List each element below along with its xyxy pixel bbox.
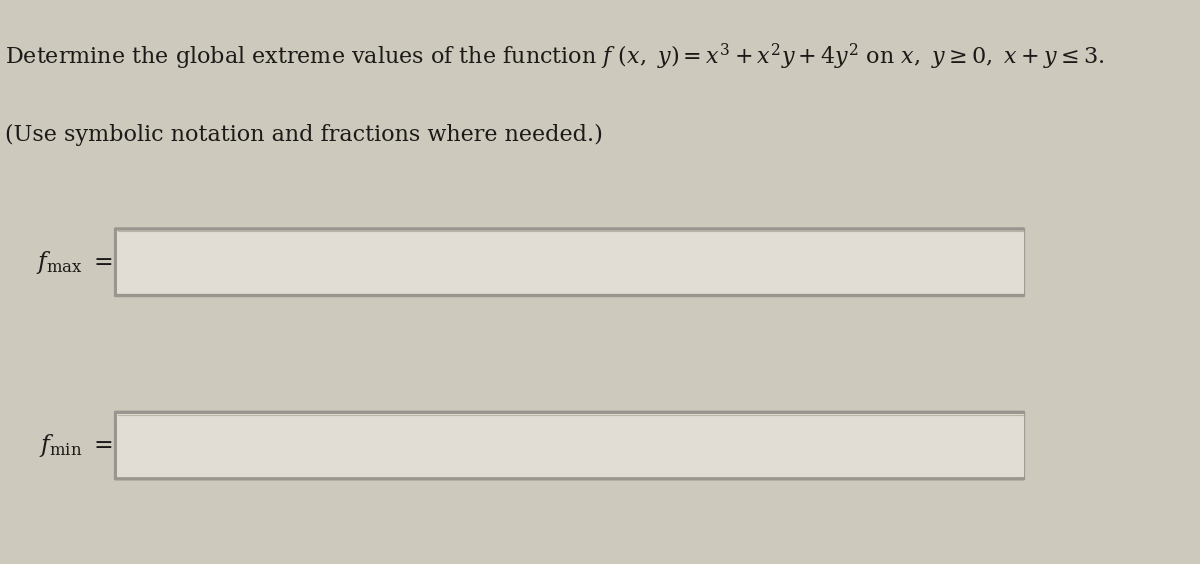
FancyBboxPatch shape	[116, 414, 1024, 477]
Text: (Use symbolic notation and fractions where needed.): (Use symbolic notation and fractions whe…	[5, 124, 604, 146]
FancyBboxPatch shape	[114, 227, 1025, 297]
Text: $f_{\rm max}$ $=$: $f_{\rm max}$ $=$	[36, 249, 113, 276]
FancyBboxPatch shape	[114, 411, 1025, 481]
Text: $f_{\rm min}$ $=$: $f_{\rm min}$ $=$	[40, 432, 113, 459]
Text: Determine the global extreme values of the function $f$ $(x,\ y) = x^3 + x^2y + : Determine the global extreme values of t…	[5, 42, 1104, 73]
FancyBboxPatch shape	[116, 231, 1024, 294]
